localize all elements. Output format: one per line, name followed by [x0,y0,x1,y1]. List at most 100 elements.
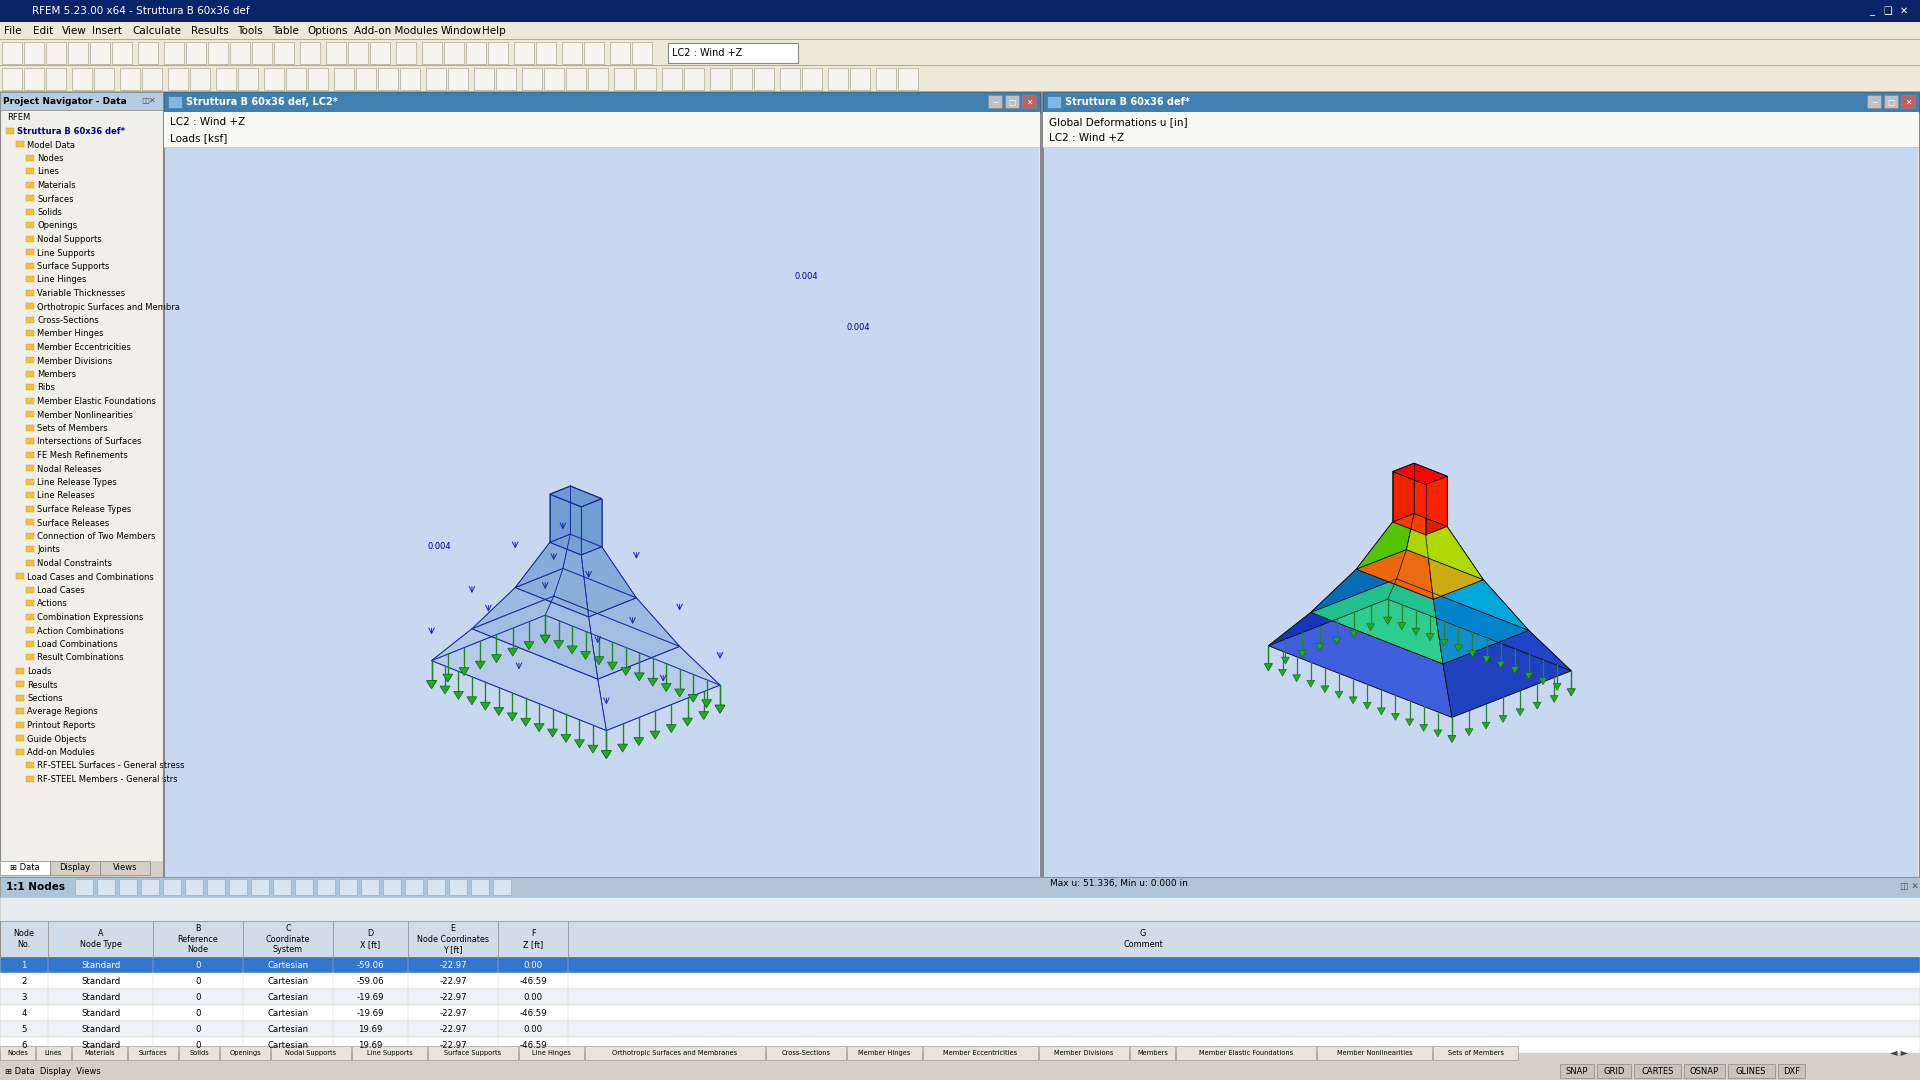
Bar [518,1047,584,1059]
Polygon shape [1392,463,1413,522]
Polygon shape [515,535,570,588]
Text: D
X [ft]: D X [ft] [361,929,380,948]
Text: -46.59: -46.59 [518,1040,547,1050]
Text: Table: Table [273,26,300,36]
Text: Members: Members [1137,1050,1167,1056]
Polygon shape [1350,697,1357,704]
Bar [27,465,35,471]
Polygon shape [660,684,672,691]
Bar [1131,1047,1175,1059]
Text: Add-on Modules: Add-on Modules [353,26,438,36]
Bar [405,879,422,895]
Bar [27,154,35,161]
Bar [611,42,630,64]
Text: C
Coordinate
System: C Coordinate System [265,924,311,954]
Bar [221,1047,271,1059]
Text: 6: 6 [21,1040,27,1050]
Text: Combination Expressions: Combination Expressions [36,613,144,622]
Bar [0,1037,1920,1053]
Bar [23,42,44,64]
Text: Member Eccentricities: Member Eccentricities [943,1050,1018,1056]
Text: ✕: ✕ [1025,97,1033,107]
Bar [0,92,163,110]
Bar [27,546,35,552]
Bar [1004,95,1020,108]
Polygon shape [1427,476,1448,535]
Text: Struttura B 60x36 def*: Struttura B 60x36 def* [1066,97,1190,107]
Text: -22.97: -22.97 [440,960,467,970]
Bar [27,195,35,201]
Text: -22.97: -22.97 [440,993,467,1001]
Bar [566,68,586,90]
Bar [27,276,35,282]
Text: Action Combinations: Action Combinations [36,626,125,635]
Polygon shape [1465,729,1473,735]
Text: Surface Releases: Surface Releases [36,518,109,527]
Text: Display: Display [60,864,90,873]
Bar [636,68,657,90]
Bar [1043,112,1918,148]
Bar [252,42,273,64]
Bar [0,861,50,875]
Polygon shape [701,700,712,707]
Bar [27,343,35,350]
Polygon shape [601,751,611,758]
Text: Connection of Two Members: Connection of Two Members [36,532,156,541]
Bar [449,879,467,895]
Bar [396,42,417,64]
Polygon shape [1388,579,1571,671]
Text: Surfaces: Surfaces [138,1050,167,1056]
Bar [351,1047,426,1059]
Text: Surface Supports: Surface Supports [36,262,109,271]
Bar [428,1047,518,1059]
Text: Guide Objects: Guide Objects [27,734,86,743]
Bar [169,96,182,108]
Polygon shape [666,725,676,732]
Bar [710,68,730,90]
Text: Materials: Materials [84,1050,115,1056]
Bar [371,42,390,64]
Bar [0,973,1920,989]
Bar [90,42,109,64]
Text: Global Deformations u [in]: Global Deformations u [in] [1048,117,1188,127]
Text: FE Mesh Refinements: FE Mesh Refinements [36,451,129,460]
Text: Add-on Modules: Add-on Modules [27,748,94,757]
Polygon shape [1311,550,1405,612]
Bar [27,451,35,458]
Bar [847,1047,922,1059]
Text: A
Node Type: A Node Type [79,929,121,948]
Polygon shape [682,718,693,726]
Text: Surface Release Types: Surface Release Types [36,505,131,514]
Polygon shape [1334,691,1342,699]
Text: 0: 0 [196,1009,202,1017]
Bar [27,762,35,768]
Text: Member Divisions: Member Divisions [1054,1050,1114,1056]
Bar [495,68,516,90]
Bar [207,879,225,895]
Bar [684,68,705,90]
Polygon shape [593,657,605,664]
Text: Standard: Standard [81,1009,121,1017]
Polygon shape [1469,650,1476,658]
Polygon shape [1392,472,1427,535]
Bar [1728,1064,1774,1078]
Polygon shape [1434,730,1442,737]
Text: Max u: 51.336, Min u: 0.000 in: Max u: 51.336, Min u: 0.000 in [1050,879,1188,888]
Polygon shape [1269,579,1396,646]
Text: Cross-Sections: Cross-Sections [781,1050,831,1056]
Polygon shape [549,486,570,542]
Text: Variable Thicknesses: Variable Thicknesses [36,289,125,298]
Text: Standard: Standard [81,1040,121,1050]
Text: -59.06: -59.06 [357,976,384,985]
Polygon shape [1265,664,1273,671]
Text: Results: Results [27,680,58,689]
Bar [73,1047,127,1059]
Bar [27,168,35,174]
Polygon shape [647,678,659,686]
Polygon shape [1269,612,1452,717]
Polygon shape [480,702,490,711]
Text: -19.69: -19.69 [357,993,384,1001]
Polygon shape [651,731,660,739]
Polygon shape [699,712,708,719]
Text: RF-STEEL Surfaces - General stress: RF-STEEL Surfaces - General stress [36,761,184,770]
